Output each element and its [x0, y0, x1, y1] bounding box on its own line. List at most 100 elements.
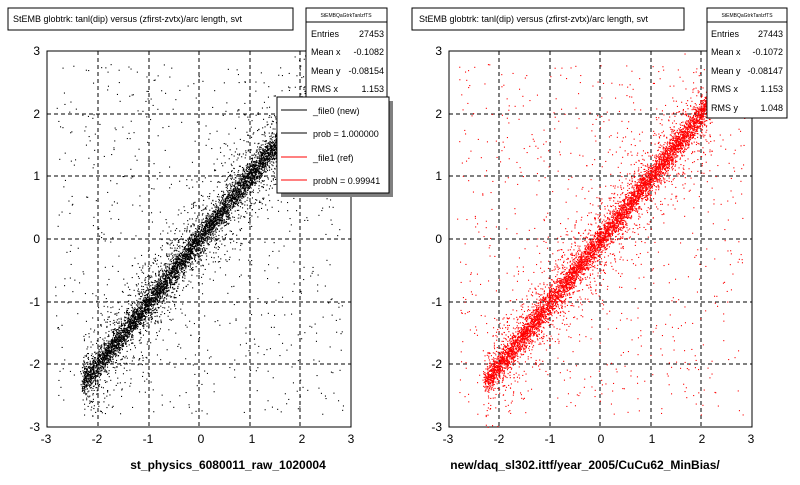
data-point [200, 222, 202, 224]
data-point [244, 190, 246, 192]
data-point [98, 372, 100, 374]
data-point [249, 179, 251, 181]
data-point [155, 300, 157, 302]
data-point [154, 280, 156, 282]
data-point [123, 319, 125, 321]
data-point [142, 314, 144, 316]
data-point [124, 320, 126, 322]
data-point [266, 153, 268, 155]
data-point [244, 195, 246, 197]
data-point [140, 331, 142, 333]
data-point [173, 274, 175, 276]
data-point [173, 261, 175, 263]
data-point [139, 305, 141, 307]
data-point [165, 291, 167, 293]
data-point [166, 270, 168, 272]
data-point [154, 285, 156, 287]
data-point [118, 346, 120, 348]
data-point [105, 348, 107, 350]
data-point [146, 301, 148, 303]
data-point [125, 330, 127, 332]
data-point [198, 243, 200, 245]
data-point [226, 222, 228, 224]
data-point [88, 384, 90, 386]
data-point [175, 272, 177, 274]
data-point [255, 165, 257, 167]
data-point [85, 368, 87, 370]
data-point [167, 275, 169, 277]
data-point [162, 290, 164, 292]
data-point [264, 170, 266, 172]
data-point [131, 321, 133, 323]
data-point [123, 331, 125, 333]
data-point [218, 230, 220, 232]
data-point [95, 376, 97, 378]
data-point [266, 156, 268, 158]
data-point [131, 319, 133, 321]
data-point [214, 217, 216, 219]
data-point [99, 355, 101, 357]
data-point [160, 291, 162, 293]
data-point [226, 197, 228, 199]
data-point [257, 156, 259, 158]
data-point [174, 274, 176, 276]
data-point [273, 150, 275, 152]
data-point [116, 341, 118, 343]
data-point [196, 245, 198, 247]
data-point [269, 140, 271, 142]
data-point [117, 339, 119, 341]
data-point [239, 182, 241, 184]
data-point [192, 241, 194, 243]
data-point [273, 158, 275, 160]
data-point [159, 285, 161, 287]
data-point [159, 293, 161, 295]
data-point [184, 254, 186, 256]
data-point [94, 358, 96, 360]
data-point [196, 244, 198, 246]
data-point [94, 360, 96, 362]
data-point [163, 293, 165, 295]
data-point [270, 146, 272, 148]
data-point [102, 357, 104, 359]
data-point [225, 197, 227, 199]
data-point [265, 140, 267, 142]
data-point [241, 198, 243, 200]
data-point [222, 195, 224, 197]
data-point [183, 265, 185, 267]
data-point [87, 373, 89, 375]
data-point [148, 314, 150, 316]
data-point [125, 331, 127, 333]
data-point [188, 250, 190, 252]
data-point [100, 357, 102, 359]
data-point [162, 282, 164, 284]
data-point [110, 357, 112, 359]
data-point [136, 325, 138, 327]
data-point [271, 151, 273, 153]
data-point [92, 355, 94, 357]
data-point [185, 255, 187, 257]
data-point [151, 292, 153, 294]
data-point [225, 221, 227, 223]
data-point [239, 188, 241, 190]
data-point [185, 259, 187, 261]
data-point [86, 374, 88, 376]
data-point [104, 348, 106, 350]
data-point [105, 355, 107, 357]
data-point [190, 238, 192, 240]
data-point [242, 182, 244, 184]
data-point [235, 181, 237, 183]
data-point [194, 242, 196, 244]
data-point [92, 378, 94, 380]
data-point [126, 331, 128, 333]
data-point [184, 242, 186, 244]
data-point [258, 152, 260, 154]
data-point [140, 317, 142, 319]
data-point [274, 152, 276, 154]
data-point [275, 134, 277, 136]
data-point [118, 327, 120, 329]
data-point [216, 214, 218, 216]
data-point [235, 190, 237, 192]
data-point [263, 161, 265, 163]
data-point [140, 306, 142, 308]
data-point [117, 322, 119, 324]
